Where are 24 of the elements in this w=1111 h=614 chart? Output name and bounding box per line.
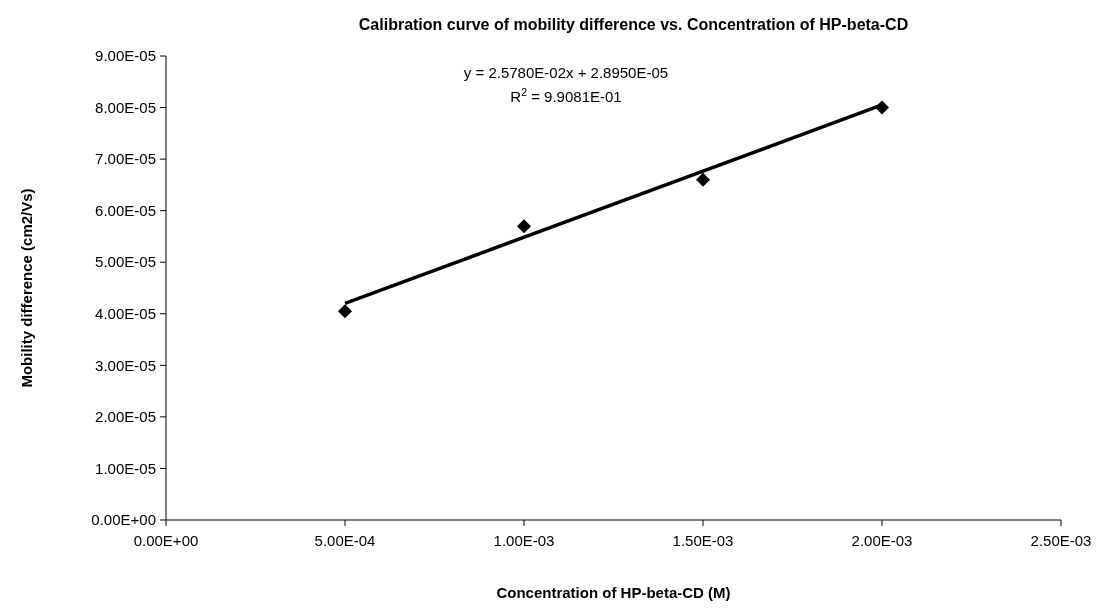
point: [696, 172, 710, 187]
y-tick-label: 4.00E-05: [95, 305, 156, 323]
y-tick-label: 3.00E-05: [95, 356, 156, 374]
x-tick-label: 0.00E+00: [133, 532, 199, 549]
annotation: y = 2.5780E-02x + 2.8950E-05: [463, 64, 669, 81]
y-tick-label: 8.00E-05: [95, 98, 156, 116]
y-tick-label: 1.00E-05: [95, 459, 156, 477]
x-tick-label: 1.50E-03: [672, 532, 734, 549]
x-tick-label: 2.50E-03: [1030, 532, 1092, 549]
chart-title: Calibration curve of mobility difference vs. Concentration of HP-beta-CD: [358, 16, 909, 33]
point: [517, 219, 531, 234]
y-tick-label: 6.00E-05: [95, 201, 156, 219]
y-tick-label: 0.00E+00: [91, 511, 156, 529]
x-tick-label: 5.00E-04: [314, 532, 376, 549]
x-tick-label: 1.00E-03: [493, 532, 555, 549]
y-tick-label: 7.00E-05: [95, 150, 156, 168]
y-tick-label: 2.00E-05: [95, 408, 156, 426]
x-axis-title: Concentration of HP-beta-CD (M): [496, 584, 731, 601]
annotation: R$^{2}$ = 9.9081E-01: [510, 86, 622, 105]
x-tick-label: 2.00E-03: [851, 532, 913, 549]
y-tick-label: 9.00E-05: [95, 47, 156, 65]
y-tick-label: 5.00E-05: [95, 253, 156, 271]
point: [338, 304, 352, 319]
y-axis-title: Mobility difference (cm2/Vs): [18, 188, 35, 388]
